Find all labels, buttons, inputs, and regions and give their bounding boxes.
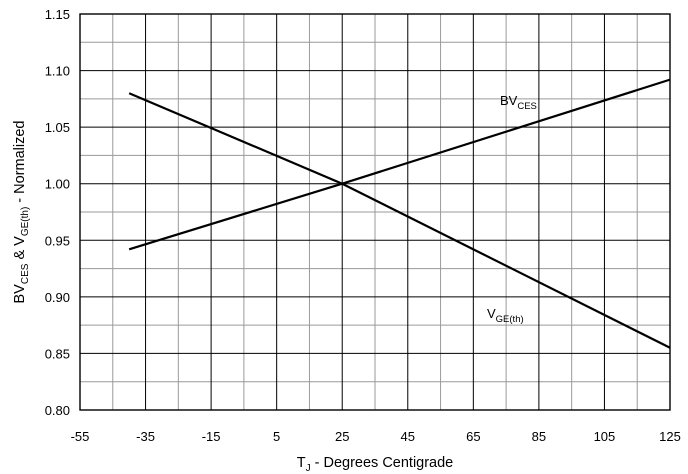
x-tick-label: 65 xyxy=(466,429,480,444)
x-tick-label: 85 xyxy=(532,429,546,444)
bvces-series-label: BVCES xyxy=(500,93,537,112)
y-tick-label: 1.05 xyxy=(45,120,70,135)
bvces-series-line xyxy=(128,78,671,251)
series-layer xyxy=(128,78,671,349)
x-axis-title-rest: - Degrees Centigrade xyxy=(311,455,454,471)
x-axis-title-sub: J xyxy=(306,463,311,474)
x-tick-labels: -55 -35 -15 5 25 45 65 85 105 125 xyxy=(71,429,681,444)
y-tick-label: 1.15 xyxy=(45,7,70,22)
x-axis-title: TJ - Degrees Centigrade xyxy=(297,455,454,474)
x-tick-label: -35 xyxy=(136,429,155,444)
vgeth-series-line xyxy=(128,92,671,349)
y-title-p2: & V xyxy=(12,236,28,264)
vgeth-series-label: VGE(th) xyxy=(487,306,524,325)
y-tick-labels: 0.80 0.85 0.90 0.95 1.00 1.05 1.10 1.15 xyxy=(45,7,70,418)
y-tick-label: 0.85 xyxy=(45,346,70,361)
plot-frame xyxy=(79,13,671,411)
x-tick-label: -15 xyxy=(202,429,221,444)
x-tick-label: 45 xyxy=(401,429,415,444)
y-title-s2: GE(th) xyxy=(20,207,31,236)
x-tick-label: 25 xyxy=(335,429,349,444)
y-title-s1: CES xyxy=(20,263,31,284)
vgeth-label-main: V xyxy=(487,306,496,321)
x-tick-label: 125 xyxy=(659,429,681,444)
vgeth-label-sub: GE(th) xyxy=(496,314,524,325)
y-axis-title: BVCES & VGE(th) - Normalized xyxy=(12,121,31,304)
x-axis-title-main: T xyxy=(297,455,306,471)
y-tick-label: 0.95 xyxy=(45,233,70,248)
y-tick-label: 1.00 xyxy=(45,177,70,192)
x-tick-label: 105 xyxy=(594,429,616,444)
y-title-p3: - Normalized xyxy=(12,121,28,207)
y-tick-label: 0.80 xyxy=(45,403,70,418)
bvces-label-sub: CES xyxy=(517,101,537,112)
x-tick-label: -55 xyxy=(71,429,90,444)
y-tick-label: 1.10 xyxy=(45,64,70,79)
minor-grid xyxy=(80,14,670,410)
bvces-label-main: BV xyxy=(500,93,518,108)
y-title-p1: BV xyxy=(12,284,28,304)
y-tick-label: 0.90 xyxy=(45,290,70,305)
x-tick-label: 5 xyxy=(273,429,280,444)
